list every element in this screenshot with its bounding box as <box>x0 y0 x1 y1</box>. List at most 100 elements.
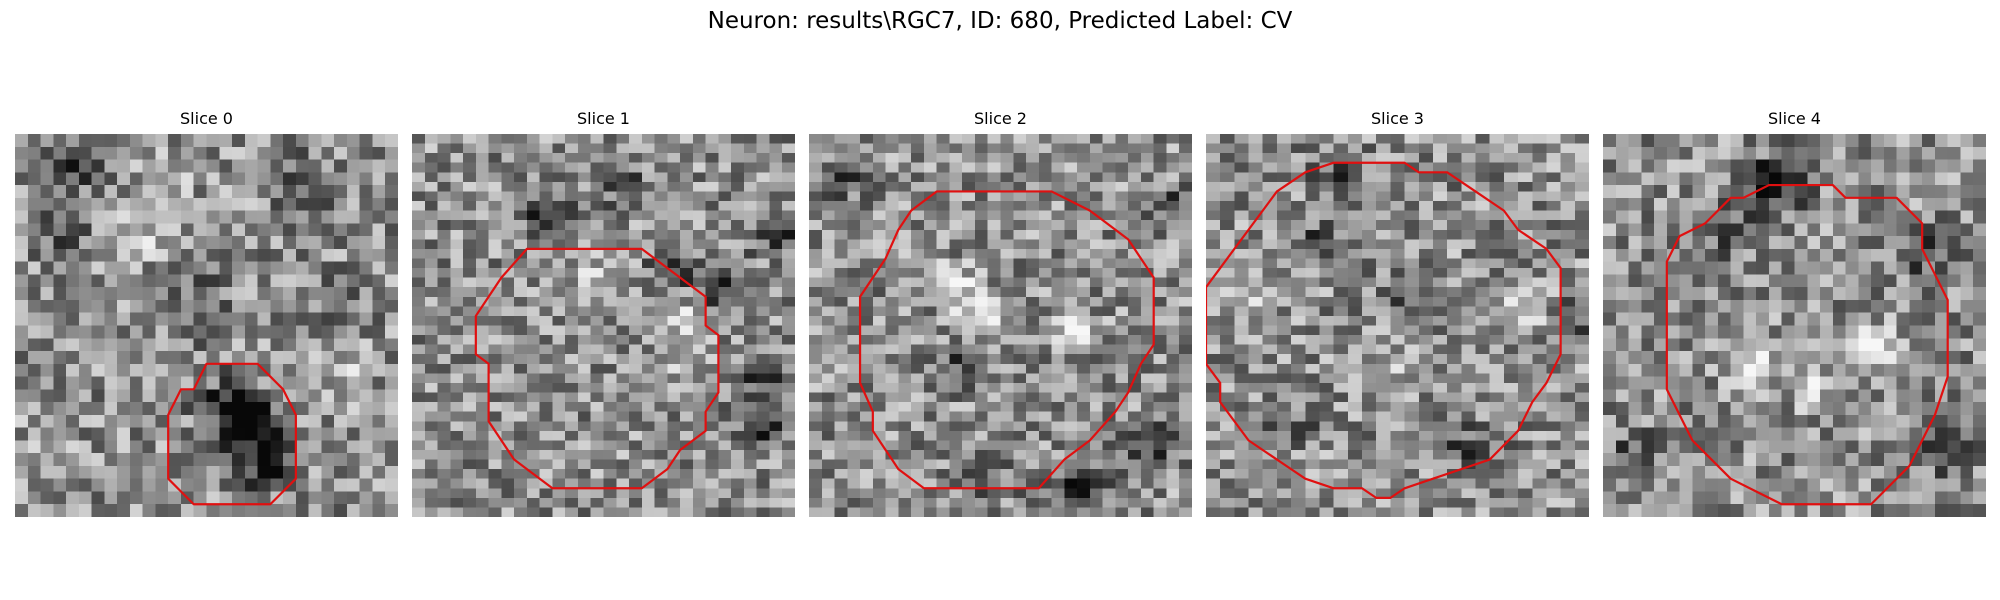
image-pixel <box>1115 248 1129 259</box>
image-pixel <box>834 373 848 384</box>
image-pixel <box>437 162 451 173</box>
image-pixel <box>1333 469 1349 479</box>
image-pixel <box>308 197 322 211</box>
image-pixel <box>834 449 848 460</box>
image-pixel <box>1546 172 1561 183</box>
image-pixel <box>962 191 976 202</box>
image-pixel <box>1026 344 1040 355</box>
image-pixel <box>1013 430 1027 441</box>
image-pixel <box>334 427 348 441</box>
image-pixel <box>104 210 118 224</box>
image-pixel <box>1220 143 1235 154</box>
image-pixel <box>257 236 271 250</box>
image-pixel <box>142 223 156 237</box>
image-pixel <box>1077 162 1091 173</box>
image-pixel <box>809 488 823 499</box>
image-pixel <box>705 306 719 317</box>
image-pixel <box>731 497 745 508</box>
image-pixel <box>1362 344 1377 355</box>
image-pixel <box>1475 315 1490 326</box>
image-pixel <box>66 223 80 237</box>
image-pixel <box>718 143 732 154</box>
image-pixel <box>834 134 848 144</box>
image-pixel <box>974 411 988 422</box>
image-pixel <box>1947 287 1961 301</box>
image-pixel <box>565 162 579 173</box>
image-pixel <box>1461 258 1476 269</box>
image-pixel <box>334 172 348 186</box>
image-pixel <box>641 220 655 230</box>
image-pixel <box>450 392 464 403</box>
image-pixel <box>821 411 835 422</box>
image-pixel <box>1654 261 1668 275</box>
image-pixel <box>782 478 795 489</box>
image-pixel <box>346 363 360 377</box>
image-pixel <box>1574 382 1589 393</box>
image-pixel <box>1447 373 1462 384</box>
image-pixel <box>1532 488 1547 499</box>
image-pixel <box>334 261 348 275</box>
image-pixel <box>1262 220 1278 230</box>
image-pixel <box>974 354 988 364</box>
image-pixel <box>463 459 477 470</box>
image-pixel <box>1362 306 1377 317</box>
image-pixel <box>1743 159 1757 173</box>
image-pixel <box>1832 274 1846 288</box>
image-pixel <box>1909 223 1923 237</box>
image-pixel <box>923 373 937 384</box>
image-pixel <box>193 159 207 173</box>
image-pixel <box>565 153 579 163</box>
image-pixel <box>987 449 1001 460</box>
image-pixel <box>1153 325 1167 336</box>
image-pixel <box>193 248 207 262</box>
image-pixel <box>936 162 950 173</box>
image-pixel <box>244 338 258 352</box>
image-pixel <box>1077 478 1091 489</box>
image-pixel <box>936 229 950 240</box>
image-pixel <box>1489 287 1505 297</box>
image-pixel <box>424 296 438 307</box>
image-pixel <box>949 229 963 240</box>
image-pixel <box>321 299 335 313</box>
image-pixel <box>821 488 835 499</box>
slice-title: Slice 4 <box>1768 109 1821 128</box>
image-pixel <box>936 488 950 499</box>
image-pixel <box>15 338 29 352</box>
image-pixel <box>78 504 92 517</box>
image-pixel <box>577 421 591 432</box>
image-pixel <box>346 453 360 467</box>
image-pixel <box>1730 351 1744 365</box>
image-pixel <box>321 197 335 211</box>
image-pixel <box>1305 469 1320 479</box>
image-pixel <box>962 306 976 317</box>
image-pixel <box>346 261 360 275</box>
image-pixel <box>1089 287 1103 297</box>
image-pixel <box>1461 162 1476 173</box>
image-pixel <box>718 402 732 412</box>
image-pixel <box>974 201 988 211</box>
image-pixel <box>782 411 795 422</box>
image-pixel <box>437 497 451 508</box>
image-pixel <box>885 411 899 422</box>
image-pixel <box>1730 274 1744 288</box>
image-pixel <box>565 268 579 278</box>
image-pixel <box>974 459 988 470</box>
image-pixel <box>270 299 284 313</box>
image-pixel <box>475 287 489 297</box>
image-pixel <box>539 315 553 326</box>
image-pixel <box>769 191 783 202</box>
image-pixel <box>1305 258 1320 269</box>
image-pixel <box>1179 287 1192 297</box>
image-pixel <box>1794 261 1808 275</box>
image-pixel <box>1262 402 1278 412</box>
image-pixel <box>78 465 92 479</box>
image-pixel <box>1077 354 1091 364</box>
image-pixel <box>1305 335 1320 345</box>
image-pixel <box>1807 223 1821 237</box>
image-pixel <box>1603 248 1617 262</box>
image-pixel <box>1820 210 1834 224</box>
image-pixel <box>641 469 655 479</box>
image-pixel <box>743 210 757 221</box>
image-pixel <box>782 335 795 345</box>
image-pixel <box>155 299 169 313</box>
